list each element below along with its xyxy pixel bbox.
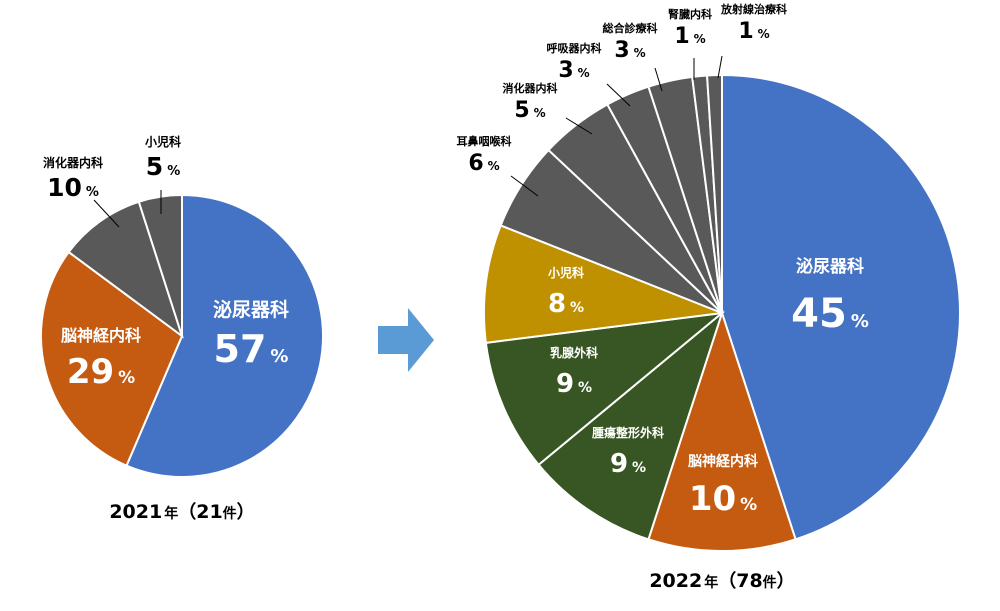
slice-value-7: 3%	[558, 58, 589, 83]
slice-value-number: 57	[214, 327, 267, 371]
slice-value-number: 9	[610, 449, 628, 479]
slice-value-number: 9	[556, 369, 574, 399]
pie-slice-2	[537, 310, 725, 541]
leader-line-5	[510, 175, 539, 197]
slice-value-unit: %	[634, 46, 646, 60]
slice-value-4: 8%	[548, 289, 584, 319]
pie-slice-4	[483, 224, 723, 344]
slice-label-4: 小児科	[548, 265, 584, 280]
slice-value-number: 29	[67, 352, 114, 392]
caption-year: 2021	[109, 501, 162, 523]
slice-label-1: 脳神経内科	[688, 453, 758, 470]
arrow-right-icon	[378, 308, 434, 372]
slice-value-0: 57%	[214, 327, 289, 371]
caption-2021: 2021 年（21件）	[109, 501, 254, 523]
slice-label-9: 腎臓内科	[668, 7, 712, 21]
slice-value-10: 1%	[738, 19, 769, 44]
slice-value-unit: %	[578, 380, 592, 396]
slice-label-3: 乳腺外科	[550, 345, 598, 360]
slice-value-unit: %	[851, 311, 869, 332]
slice-value-unit: %	[758, 27, 770, 41]
slice-value-number: 45	[791, 291, 847, 337]
slice-value-number: 3	[614, 38, 629, 63]
slice-value-unit: %	[534, 106, 546, 120]
slice-label-7: 呼吸器内科	[547, 41, 602, 55]
caption-year-unit: 年	[704, 574, 718, 591]
pie-slice-0	[721, 73, 961, 541]
caption-count-unit: 件	[223, 505, 237, 522]
slice-value-1: 29%	[67, 352, 135, 392]
slice-value-number: 10	[47, 173, 82, 202]
leader-line-8	[654, 67, 663, 92]
leader-line-10	[717, 55, 723, 79]
slice-label-3: 小児科	[145, 134, 181, 149]
slice-value-number: 10	[689, 479, 736, 519]
slice-label-2: 消化器内科	[43, 155, 103, 170]
pie-slice-10	[705, 73, 723, 314]
pie-chart-2021: 泌尿器科 57 % 脳神経内科 29 % 消化器内科 10 % 小児科 5%	[40, 134, 324, 478]
slice-value-number: 1	[738, 19, 753, 44]
slice-value-unit: %	[632, 460, 646, 476]
slice-value-0: 45%	[791, 291, 869, 337]
slice-value-number: 1	[674, 24, 689, 49]
slice-label-10: 放射線治療科	[720, 2, 787, 16]
slice-value-number: 6	[468, 151, 483, 176]
caption-paren-close: ）	[237, 502, 255, 523]
slice-label-0: 泌尿器科	[796, 256, 864, 277]
caption-paren-close: ）	[777, 571, 795, 592]
leader-line-7	[606, 83, 631, 107]
pie-slice-3	[484, 311, 726, 467]
pie-slice-3	[137, 193, 183, 337]
caption-year-unit: 年	[164, 505, 178, 522]
slice-value-unit: %	[270, 346, 288, 367]
caption-paren-open: （	[718, 571, 736, 592]
slice-label-1: 脳神経内科	[61, 326, 141, 345]
caption-count: 78	[736, 570, 762, 592]
caption-2022: 2022 年（78件）	[649, 570, 794, 592]
slice-value-6: 5%	[514, 98, 545, 123]
slice-value-unit: %	[488, 159, 500, 173]
slice-value-unit: %	[578, 66, 590, 80]
slice-value-3: 5%	[146, 152, 180, 181]
caption-paren-open: （	[178, 502, 196, 523]
caption-count-unit: 件	[763, 574, 777, 591]
slice-value-unit: %	[167, 164, 180, 179]
slice-value-9: 1%	[674, 24, 705, 49]
slice-value-3: 9%	[556, 369, 592, 399]
pie-slice-1	[40, 250, 184, 467]
slice-value-number: 8	[548, 289, 566, 319]
pie-chart-2022: 泌尿器科 45 % 脳神経内科 10 % 腫瘍整形外科 9 % 乳腺外科 9 % 小児科 8 % 耳鼻咽喉科 6…	[457, 2, 961, 552]
slice-value-unit: %	[118, 368, 135, 388]
slice-value-unit: %	[570, 300, 584, 316]
slice-value-2: 9%	[610, 449, 646, 479]
slice-label-8: 総合診療科	[603, 21, 658, 35]
leader-line-6	[565, 117, 593, 135]
caption-year: 2022	[649, 570, 702, 592]
slice-label-2: 腫瘍整形外科	[592, 425, 664, 440]
pie-slice-2	[67, 200, 184, 339]
pie-slice-1	[647, 309, 797, 552]
slice-label-0: 泌尿器科	[213, 298, 289, 321]
slice-value-unit: %	[694, 32, 706, 46]
pie-slice-0	[125, 193, 324, 478]
slice-value-2: 10%	[47, 173, 99, 202]
slice-label-5: 耳鼻咽喉科	[457, 134, 512, 148]
slice-value-unit: %	[86, 185, 99, 200]
slice-value-number: 3	[558, 58, 573, 83]
leader-line-2	[93, 199, 120, 228]
caption-count: 21	[196, 501, 222, 523]
slice-label-6: 消化器内科	[503, 81, 558, 95]
slice-value-5: 6%	[468, 151, 499, 176]
slice-value-number: 5	[514, 98, 529, 123]
slice-value-unit: %	[740, 495, 757, 515]
slice-value-number: 5	[146, 152, 163, 181]
slice-value-1: 10%	[689, 479, 757, 519]
slice-value-8: 3%	[614, 38, 645, 63]
